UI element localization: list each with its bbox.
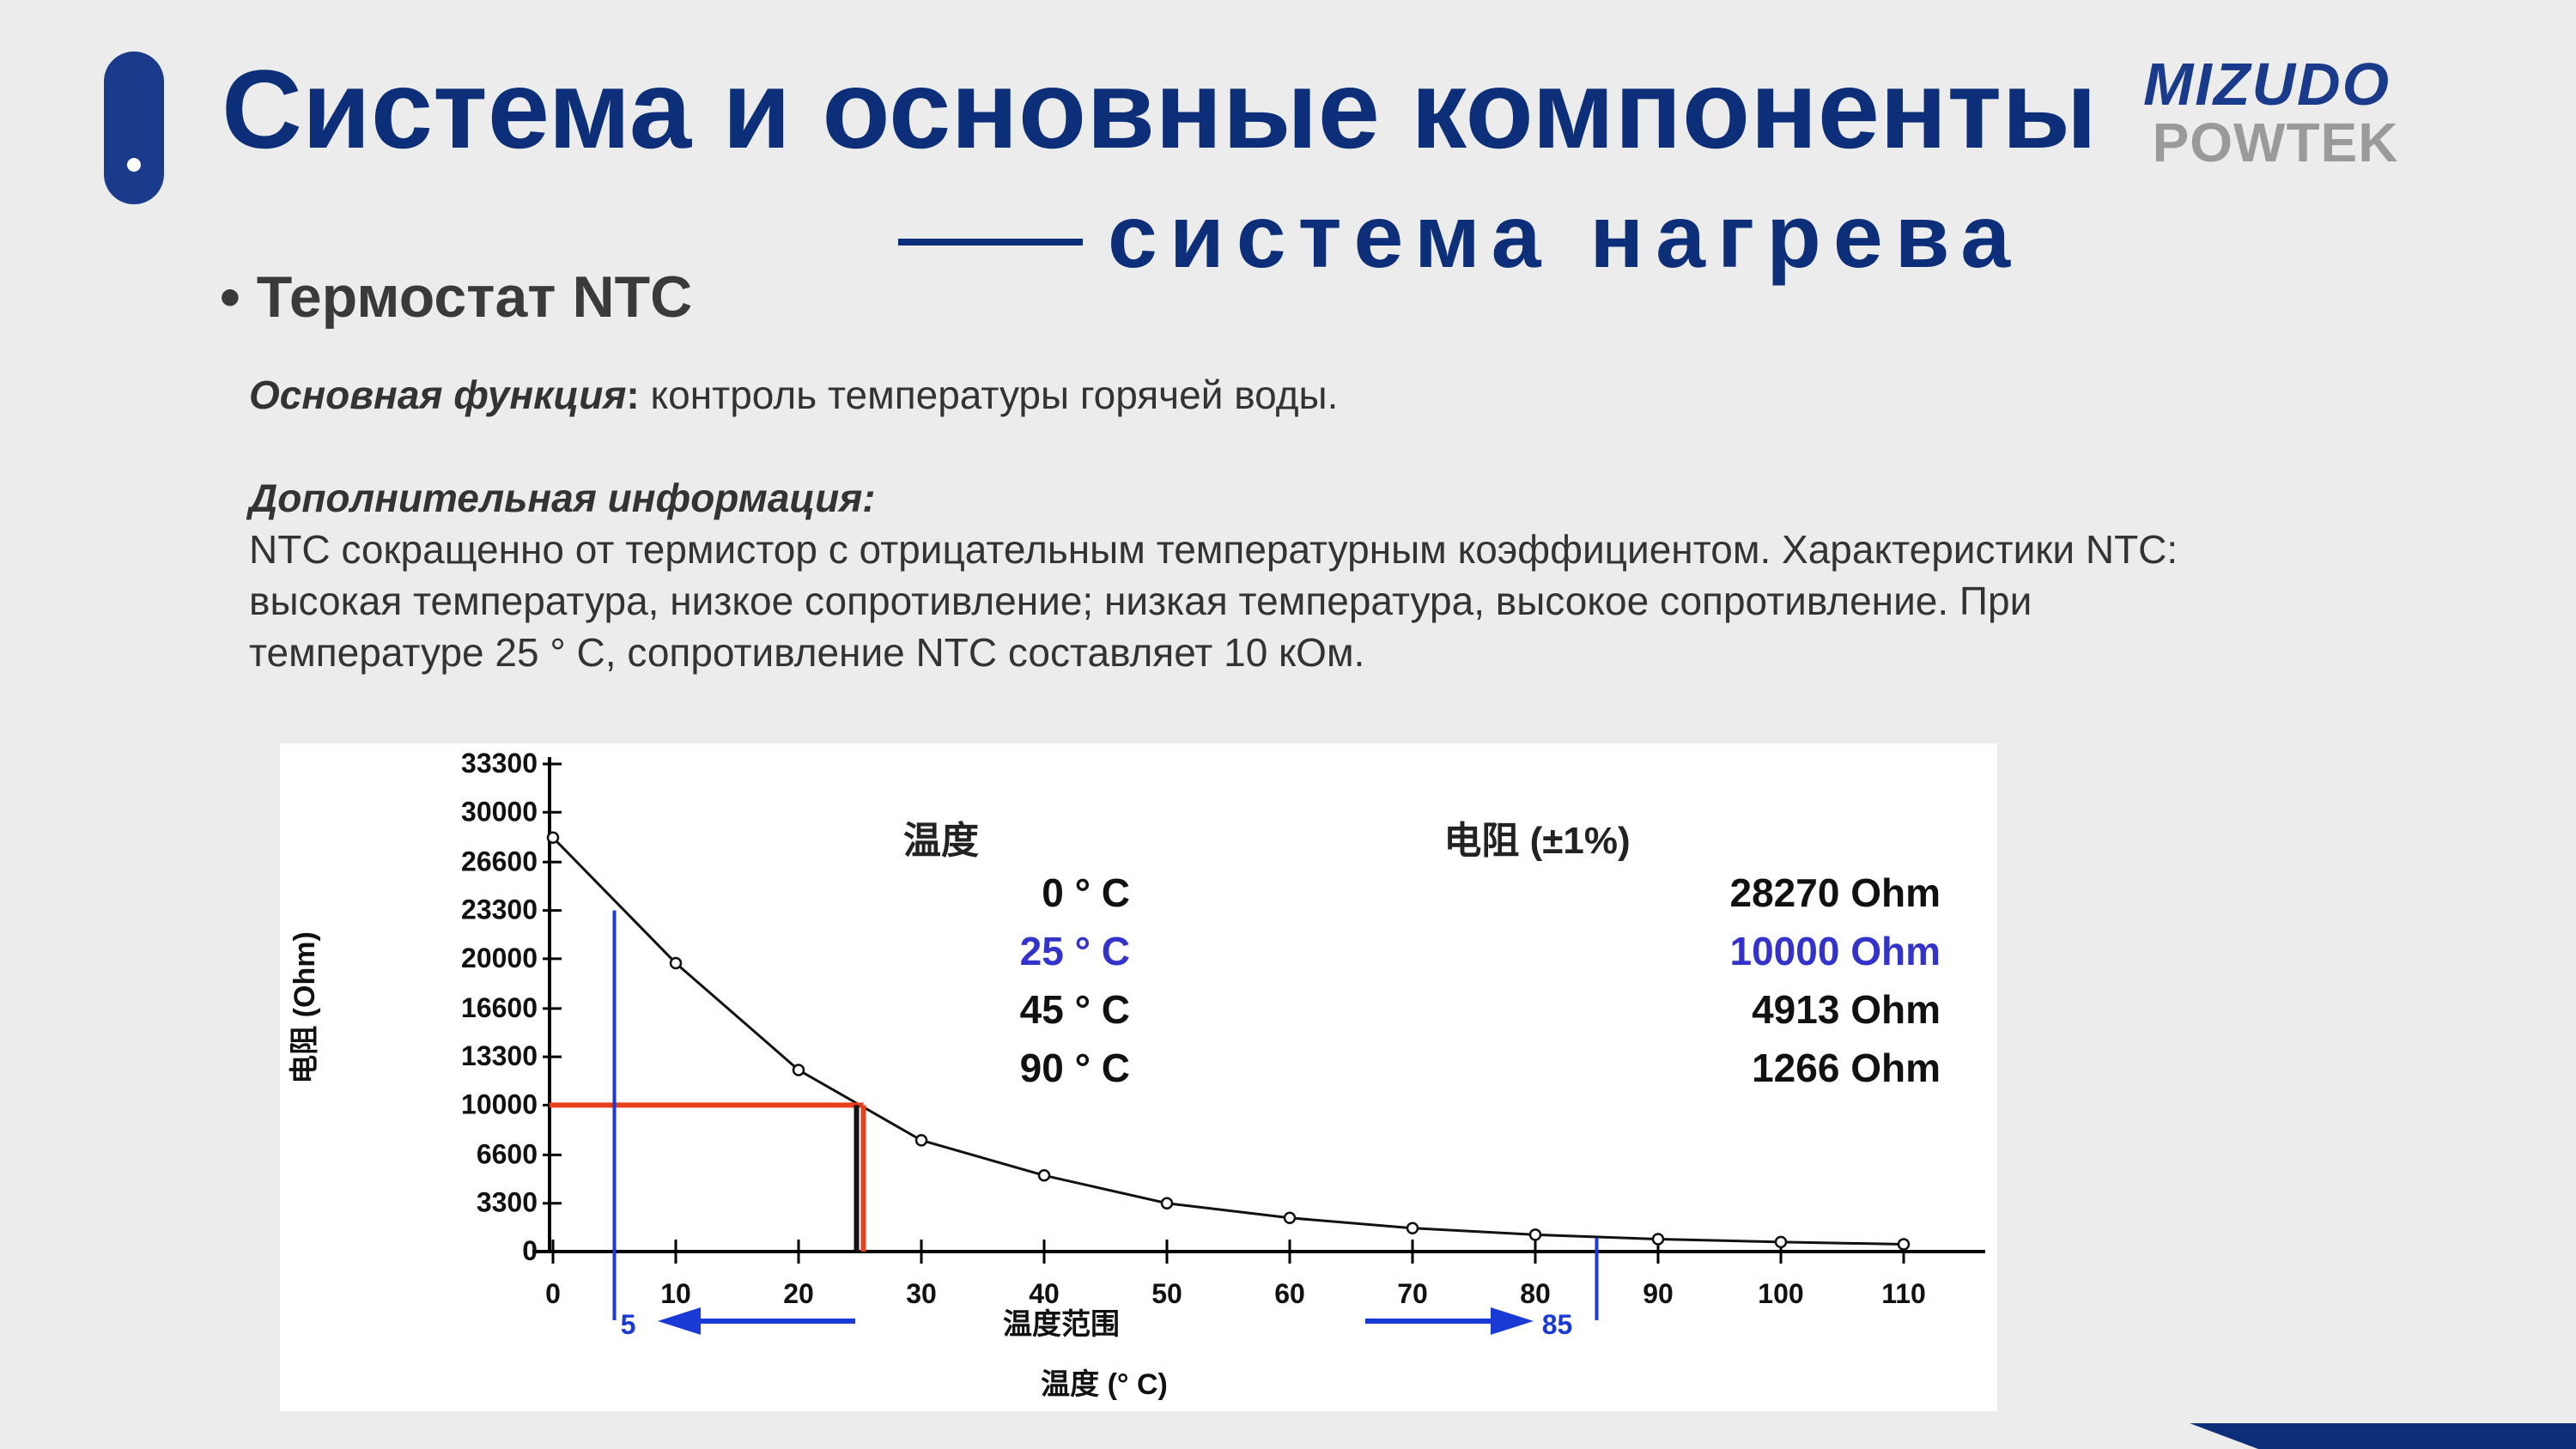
y-tick-label: 16600 [461, 992, 538, 1023]
x-axis-title: 温度 (° C) [1041, 1368, 1168, 1401]
accent-dot [127, 158, 141, 172]
table-row-temp: 90 ° C [1020, 1046, 1130, 1090]
logo-bottom-text: POWTEK [2153, 112, 2399, 172]
y-tick-label: 33300 [461, 748, 538, 779]
extra-info-label: Дополнительная информация: [249, 476, 876, 520]
x-tick-label: 60 [1274, 1278, 1305, 1309]
x-tick-label: 0 [545, 1278, 561, 1309]
x-tick-label: 70 [1397, 1278, 1428, 1309]
x-axis-label: 温度范围 [1003, 1308, 1120, 1341]
range-low-arrow-head [658, 1307, 701, 1335]
extra-info-line: высокая температура, низкое сопротивлени… [249, 579, 2032, 623]
page-title: Система и основные компоненты [222, 46, 2098, 172]
ntc-resistance-chart: 0 3300 6600 10000 13300 16600 20000 23300 26600 3… [289, 748, 1985, 1401]
y-tick-label: 3300 [477, 1187, 538, 1218]
data-point [546, 831, 560, 845]
x-tick-label: 110 [1881, 1278, 1926, 1309]
data-point [1283, 1211, 1297, 1225]
main-function-text: контроль температуры горячей воды. [639, 373, 1339, 417]
data-point [1160, 1197, 1174, 1210]
page-subtitle: система нагрева [1108, 187, 2023, 287]
table-row-res: 10000 Ohm [1730, 929, 1941, 973]
table-row-res: 1266 Ohm [1752, 1046, 1941, 1090]
y-axis-label: 电阻 (Ohm) [289, 931, 321, 1084]
y-tick-label: 30000 [461, 796, 538, 827]
y-tick-label: 10000 [461, 1088, 538, 1119]
ntc-chart-panel: 0 3300 6600 10000 13300 16600 20000 23300 26600 3… [280, 743, 1997, 1411]
data-point [914, 1134, 928, 1147]
data-point [1528, 1228, 1542, 1241]
data-point [1774, 1235, 1788, 1249]
y-tick-label: 13300 [461, 1040, 538, 1071]
table-row-res: 4913 Ohm [1752, 987, 1941, 1032]
data-point [1406, 1222, 1419, 1234]
data-point [792, 1064, 805, 1076]
table-row-temp: 45 ° C [1020, 987, 1130, 1032]
range-high-label: 85 [1542, 1309, 1573, 1340]
y-tick-label: 23300 [461, 894, 538, 925]
y-tick-label: 20000 [461, 943, 538, 973]
main-function-label: Основная функция [249, 373, 627, 417]
x-tick-label: 90 [1643, 1278, 1674, 1309]
x-tick-label: 50 [1151, 1278, 1182, 1309]
mizudo-powtek-logo: MIZUDO POWTEK [2143, 52, 2399, 172]
x-tick-label: 30 [906, 1278, 937, 1309]
extra-info-line: температуре 25 ° C, сопротивление NTC со… [249, 630, 1365, 675]
x-tick-label: 80 [1520, 1278, 1551, 1309]
footer-corner-shape [2190, 1423, 2576, 1449]
table-row-temp: 25 ° C [1020, 929, 1130, 973]
range-low-label: 5 [621, 1309, 636, 1340]
y-tick-label: 0 [522, 1235, 538, 1266]
extra-info-line: NTC сокращенно от термистор с отрицатель… [249, 527, 2178, 572]
data-point [669, 956, 683, 970]
table-header-res: 电阻 (±1%) [1443, 820, 1630, 862]
subtitle-dash-line [898, 239, 1083, 246]
x-tick-label: 100 [1758, 1278, 1803, 1309]
range-high-arrow-head [1491, 1307, 1534, 1335]
table-row-temp: 0 ° C [1042, 870, 1130, 915]
data-point [1037, 1169, 1051, 1182]
main-function-colon: : [626, 373, 640, 417]
main-function-line: Основная функция: контроль температуры г… [249, 369, 1338, 421]
logo-top-text: MIZUDO [2143, 52, 2391, 118]
table-row-res: 28270 Ohm [1730, 870, 1941, 915]
x-tick-label: 40 [1029, 1278, 1060, 1309]
data-point [1897, 1238, 1911, 1251]
section-heading: • Термостат NTC [220, 264, 693, 330]
x-tick-label: 20 [783, 1278, 814, 1309]
series-line [551, 836, 1905, 1246]
data-point [1651, 1233, 1665, 1246]
y-tick-label: 6600 [477, 1138, 538, 1169]
accent-pill [104, 52, 164, 204]
y-tick-label: 26600 [461, 846, 538, 876]
table-header-temp: 温度 [903, 820, 979, 862]
x-tick-label: 10 [660, 1278, 691, 1309]
